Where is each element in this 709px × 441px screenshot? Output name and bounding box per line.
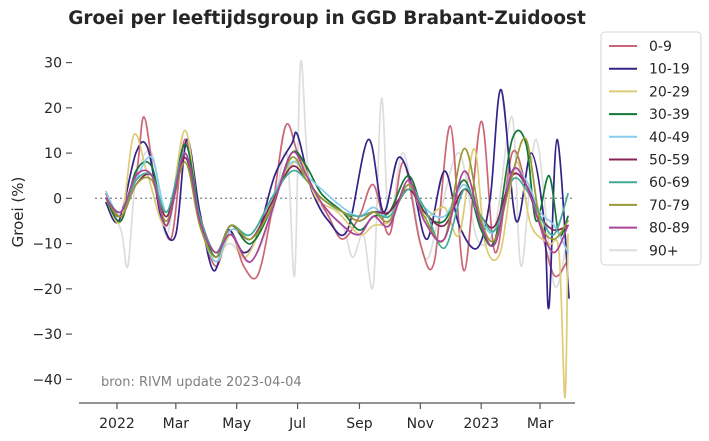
source-note: bron: RIVM update 2023-04-04 [101,375,302,390]
x-axis: 2022 Mar May Jul Sep Nov 2023 Mar [99,403,554,432]
x-tick-label: Mar [163,416,190,432]
legend-label: 0-9 [649,39,672,55]
legend-label: 10-19 [649,62,690,78]
legend-label: 90+ [649,243,679,259]
x-tick-label: May [222,416,251,432]
x-tick-label: Mar [527,416,554,432]
legend-label: 20-29 [649,84,690,100]
series-lines [105,59,570,399]
legend-label: 70-79 [649,198,690,214]
series-line-80-89 [105,151,569,263]
y-tick-label: −10 [32,237,62,253]
y-tick-label: 10 [44,146,62,162]
legend-frame [600,31,702,266]
legend-label: 60-69 [649,175,690,191]
legend-label: 50-59 [649,153,690,169]
series-line-20-29 [105,129,569,399]
y-tick-label: −40 [32,372,62,388]
y-tick-label: 20 [44,101,62,117]
x-tick-label: 2022 [99,416,135,432]
x-tick-label: Nov [407,416,434,432]
legend: 0-9 10-19 20-29 30-39 40-49 50-59 60-69 70-79 80… [600,31,702,266]
y-tick-label: −20 [32,282,62,298]
legend-label: 80-89 [649,221,690,237]
x-tick-label: 2023 [463,416,499,432]
y-axis-label: Groei (%) [9,177,27,248]
y-tick-label: 30 [44,56,62,72]
x-tick-label: Sep [346,416,373,432]
y-axis: 30 20 10 0 −10 −20 −30 −40 [32,56,72,388]
x-tick-label: Jul [288,416,306,432]
y-tick-label: 0 [53,191,62,207]
series-line-30-39 [105,129,569,258]
legend-label: 40-49 [649,130,690,146]
chart-title: Groei per leeftijdsgroup in GGD Brabant-… [68,8,586,29]
y-tick-label: −30 [32,327,62,343]
legend-label: 30-39 [649,107,690,123]
